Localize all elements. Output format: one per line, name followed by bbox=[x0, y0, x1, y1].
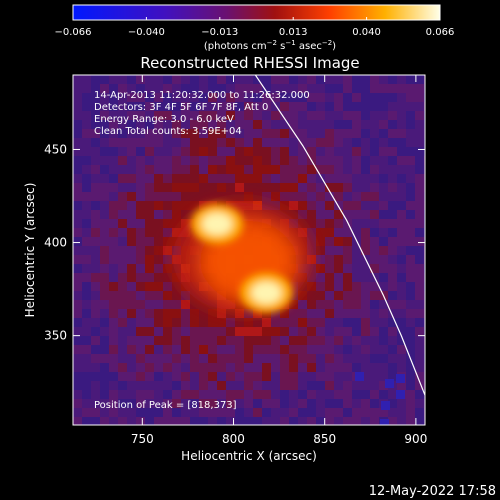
colorbar bbox=[72, 4, 441, 21]
colorbar-tick-label: 0.066 bbox=[426, 27, 455, 38]
annotation-total-counts: Clean Total counts: 3.59E+04 bbox=[94, 126, 242, 137]
x-tick-label: 900 bbox=[404, 432, 427, 446]
x-axis-label: Heliocentric X (arcsec) bbox=[181, 449, 317, 463]
pixel-grid bbox=[73, 75, 425, 425]
colorbar-tick-label: −0.013 bbox=[201, 27, 238, 38]
plot-frame bbox=[72, 74, 426, 426]
annotation-energy-range: Energy Range: 3.0 - 6.0 keV bbox=[94, 114, 234, 125]
emission-source-core bbox=[202, 212, 233, 235]
peak-position-label: Position of Peak = [818,373] bbox=[94, 400, 237, 411]
x-tick-label: 750 bbox=[131, 432, 154, 446]
x-tick-label: 850 bbox=[313, 432, 336, 446]
x-axis-ticks: 750 800 850 900 bbox=[131, 75, 427, 446]
emission-source-core bbox=[251, 281, 282, 304]
annotation-block: 14-Apr-2013 11:20:32.000 to 11:26:32.000… bbox=[94, 90, 310, 137]
y-axis-ticks: 350 400 450 bbox=[44, 142, 425, 343]
colorbar-units: (photons cm−2 s−1 asec−2) bbox=[204, 39, 336, 52]
emission-cores bbox=[191, 203, 293, 313]
annotation-detectors: Detectors: 3F 4F 5F 6F 7F 8F, Att 0 bbox=[94, 102, 268, 113]
colorbar-tick-label: −0.066 bbox=[54, 27, 91, 38]
solar-limb-line bbox=[254, 75, 425, 396]
image-area bbox=[73, 75, 425, 425]
colorbar-ticks: −0.066 −0.040 −0.013 0.013 0.040 0.066 bbox=[54, 17, 454, 38]
timestamp: 12-May-2022 17:58 bbox=[369, 484, 496, 499]
y-tick-label: 350 bbox=[44, 329, 67, 343]
y-axis-label: Heliocentric Y (arcsec) bbox=[23, 183, 37, 318]
annotation-time-range: 14-Apr-2013 11:20:32.000 to 11:26:32.000 bbox=[94, 90, 310, 101]
chart-title: Reconstructed RHESSI Image bbox=[140, 54, 359, 72]
colorbar-tick-label: 0.040 bbox=[352, 27, 381, 38]
colorbar-tick-label: −0.040 bbox=[128, 27, 165, 38]
y-tick-label: 450 bbox=[44, 142, 67, 156]
colorbar-tick-label: 0.013 bbox=[279, 27, 308, 38]
x-tick-label: 800 bbox=[222, 432, 245, 446]
y-tick-label: 400 bbox=[44, 236, 67, 250]
